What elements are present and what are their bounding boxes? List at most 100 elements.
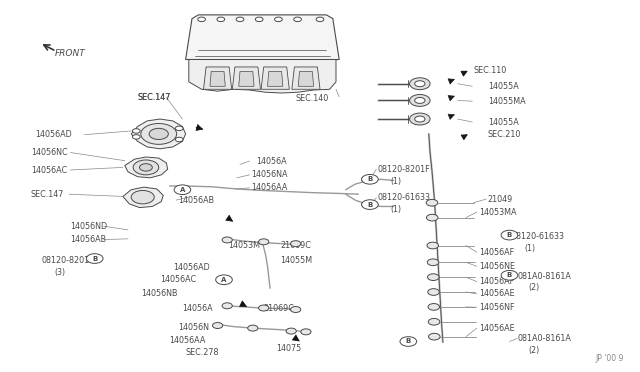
Text: 14056AF: 14056AF — [479, 248, 514, 257]
Text: 14056AA: 14056AA — [252, 183, 288, 192]
Text: 081A0-8161A: 081A0-8161A — [517, 272, 571, 280]
Text: B: B — [507, 232, 512, 238]
Circle shape — [415, 97, 425, 103]
Text: 14056A: 14056A — [182, 304, 213, 312]
Circle shape — [426, 199, 438, 206]
Circle shape — [291, 307, 301, 312]
Text: B: B — [367, 202, 372, 208]
Polygon shape — [204, 67, 232, 89]
Circle shape — [426, 214, 438, 221]
Polygon shape — [123, 187, 163, 208]
Text: 14056AB: 14056AB — [178, 196, 214, 205]
Circle shape — [410, 113, 430, 125]
Text: 14056AD: 14056AD — [35, 130, 72, 139]
Circle shape — [174, 185, 191, 195]
Polygon shape — [232, 67, 260, 89]
Circle shape — [86, 254, 103, 263]
Circle shape — [259, 239, 269, 245]
Circle shape — [259, 305, 269, 311]
Circle shape — [428, 304, 440, 310]
Circle shape — [301, 329, 311, 335]
Circle shape — [216, 275, 232, 285]
Text: 08120-61633: 08120-61633 — [512, 232, 565, 241]
Polygon shape — [125, 157, 168, 178]
Text: 14075: 14075 — [276, 344, 301, 353]
Text: A: A — [180, 187, 185, 193]
Circle shape — [275, 17, 282, 22]
Text: (2): (2) — [529, 283, 540, 292]
Circle shape — [222, 237, 232, 243]
Circle shape — [149, 128, 168, 140]
Text: 14056ND: 14056ND — [70, 222, 108, 231]
Text: 14056AC: 14056AC — [31, 166, 67, 174]
Circle shape — [428, 289, 439, 295]
Text: 14056NF: 14056NF — [479, 303, 514, 312]
Polygon shape — [131, 119, 186, 149]
Circle shape — [410, 94, 430, 106]
Text: 14056NC: 14056NC — [31, 148, 67, 157]
Text: B: B — [406, 339, 411, 344]
Text: (1): (1) — [390, 205, 401, 214]
Text: 14056NA: 14056NA — [252, 170, 288, 179]
Circle shape — [132, 135, 140, 139]
Text: 14055M: 14055M — [280, 256, 312, 265]
Text: 14056AA: 14056AA — [170, 336, 206, 345]
Text: 08120-8201F: 08120-8201F — [378, 165, 430, 174]
Text: 14055A: 14055A — [488, 118, 518, 126]
Text: 14056AD: 14056AD — [173, 263, 209, 272]
Text: SEC.278: SEC.278 — [186, 348, 219, 357]
Text: 14055MA: 14055MA — [488, 97, 525, 106]
Text: SEC.210: SEC.210 — [488, 130, 521, 139]
Text: 08120-8201F: 08120-8201F — [42, 256, 94, 265]
Circle shape — [255, 17, 263, 22]
Polygon shape — [261, 67, 289, 89]
Text: SEC.147: SEC.147 — [138, 93, 171, 102]
Text: 14056AE: 14056AE — [479, 289, 515, 298]
Text: 21069C: 21069C — [280, 241, 311, 250]
Circle shape — [198, 17, 205, 22]
Circle shape — [248, 325, 258, 331]
Circle shape — [362, 176, 372, 182]
Circle shape — [140, 164, 152, 171]
Text: 14056AF: 14056AF — [479, 277, 514, 286]
Text: 14056N: 14056N — [178, 323, 209, 332]
Text: SEC.147: SEC.147 — [31, 190, 64, 199]
Circle shape — [415, 81, 425, 87]
Text: 14056NB: 14056NB — [141, 289, 177, 298]
Text: SEC.147: SEC.147 — [138, 93, 171, 102]
Circle shape — [362, 174, 378, 184]
Polygon shape — [210, 71, 225, 86]
Text: 14056AE: 14056AE — [479, 324, 515, 333]
Text: 08120-61633: 08120-61633 — [378, 193, 431, 202]
Circle shape — [291, 241, 301, 247]
Circle shape — [316, 17, 324, 22]
Text: 14053MA: 14053MA — [479, 208, 516, 217]
Circle shape — [222, 303, 232, 309]
Circle shape — [217, 17, 225, 22]
Text: 21049: 21049 — [488, 195, 513, 203]
Text: A: A — [221, 277, 227, 283]
Polygon shape — [268, 71, 283, 86]
Polygon shape — [189, 60, 336, 93]
Circle shape — [362, 200, 378, 209]
Text: 14053M: 14053M — [228, 241, 260, 250]
Circle shape — [175, 137, 183, 142]
Text: SEC.140: SEC.140 — [296, 94, 329, 103]
Text: B: B — [92, 256, 97, 262]
Text: 14056AC: 14056AC — [160, 275, 196, 284]
Text: 14056AB: 14056AB — [70, 235, 106, 244]
Circle shape — [286, 328, 296, 334]
Text: 14055A: 14055A — [488, 82, 518, 91]
Polygon shape — [239, 71, 254, 86]
Circle shape — [175, 126, 183, 131]
Circle shape — [410, 78, 430, 90]
Text: B: B — [507, 272, 512, 278]
Text: B: B — [367, 176, 372, 182]
Circle shape — [133, 160, 159, 175]
Text: 14056NE: 14056NE — [479, 262, 515, 271]
Text: 21069C: 21069C — [264, 304, 294, 312]
Text: JP '00 9: JP '00 9 — [596, 354, 624, 363]
Circle shape — [428, 259, 439, 266]
Circle shape — [236, 17, 244, 22]
Circle shape — [428, 274, 439, 280]
